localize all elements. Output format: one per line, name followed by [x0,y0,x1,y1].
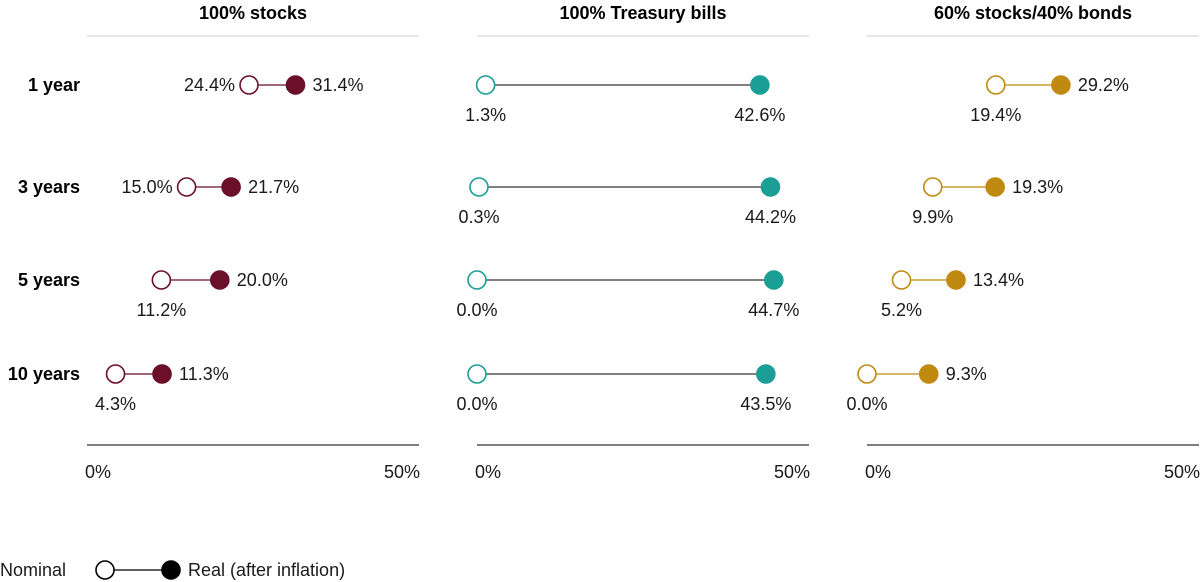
nominal-value-label: 0.0% [456,300,497,320]
legend-nominal-marker [95,560,115,580]
legend-real-marker [161,560,181,580]
real-point [152,364,172,384]
real-point [760,177,781,197]
legend-real-label: Real (after inflation) [188,560,345,580]
nominal-point [986,75,1006,95]
nominal-point [857,364,877,384]
real-value-label: 21.7% [248,177,299,197]
real-value-label: 44.2% [745,207,796,227]
real-value-label: 42.6% [734,105,785,125]
real-point [918,364,939,384]
panel-title: 100% Treasury bills [559,3,726,23]
nominal-value-label: 19.4% [970,105,1021,125]
row-label: 1 year [28,75,80,95]
row-label: 10 years [8,364,80,384]
real-value-label: 44.7% [748,300,799,320]
panel-title: 100% stocks [199,3,307,23]
nominal-point [922,177,943,197]
nominal-value-label: 11.2% [137,300,187,320]
real-point [764,270,784,290]
real-point [221,177,241,197]
nominal-point [467,270,487,290]
real-value-label: 13.4% [973,270,1024,290]
real-point [210,270,230,290]
x-tick-label: 0% [865,462,891,482]
real-value-label: 31.4% [312,75,363,95]
nominal-point [467,364,487,384]
x-tick-label: 50% [1164,462,1200,482]
nominal-point [475,75,496,95]
real-point [1051,75,1071,95]
nominal-point [176,177,197,197]
real-point [946,270,966,290]
real-value-label: 29.2% [1078,75,1129,95]
real-point [750,75,770,95]
nominal-value-label: 4.3% [95,394,136,414]
real-value-label: 9.3% [946,364,987,384]
x-tick-label: 0% [475,462,501,482]
row-label: 5 years [18,270,80,290]
nominal-point [469,177,489,197]
nominal-point [151,270,172,290]
nominal-value-label: 24.4% [184,75,235,95]
nominal-point [891,270,912,290]
nominal-value-label: 15.0% [122,177,173,197]
legend-nominal-label: Nominal [0,560,66,580]
nominal-value-label: 0.0% [456,394,497,414]
nominal-value-label: 5.2% [881,300,922,320]
x-tick-label: 50% [384,462,420,482]
real-value-label: 20.0% [237,270,288,290]
nominal-value-label: 0.3% [458,207,499,227]
nominal-value-label: 0.0% [846,394,887,414]
real-point [985,177,1005,197]
real-value-label: 11.3% [179,364,229,384]
nominal-value-label: 1.3% [465,105,506,125]
real-point [285,75,306,95]
x-tick-label: 0% [85,462,111,482]
nominal-point [239,75,259,95]
real-value-label: 19.3% [1012,177,1063,197]
real-point [756,364,776,384]
panel-title: 60% stocks/40% bonds [934,3,1132,23]
x-tick-label: 50% [774,462,810,482]
nominal-point [105,364,126,384]
nominal-value-label: 9.9% [912,207,953,227]
row-label: 3 years [18,177,80,197]
real-value-label: 43.5% [740,394,791,414]
